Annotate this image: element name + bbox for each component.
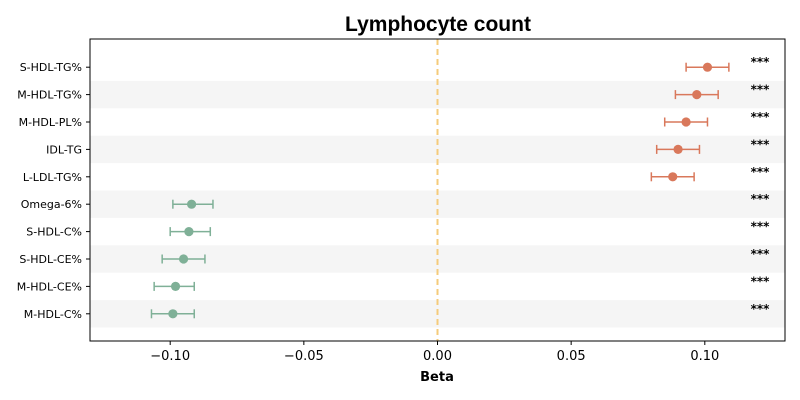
y-tick-label: M-HDL-PL% <box>19 116 82 129</box>
beta-point <box>184 227 194 237</box>
x-axis-label: Beta <box>420 370 454 385</box>
significance-label: *** <box>751 110 771 124</box>
significance-label: *** <box>751 220 771 234</box>
y-tick-label: IDL-TG <box>46 143 82 156</box>
significance-label: *** <box>751 83 771 97</box>
x-tick-label: 0.10 <box>690 349 719 364</box>
significance-label: *** <box>751 274 771 288</box>
y-axis: S-HDL-TG% M-HDL-TG% M-HDL-PL% IDL-TG L-LDL-T… <box>17 61 90 321</box>
y-tick-label: L-LDL-TG% <box>23 171 82 184</box>
x-tick-label: −0.05 <box>284 349 324 364</box>
significance-label: *** <box>751 247 771 261</box>
significance-label: *** <box>751 192 771 206</box>
x-tick-label: 0.05 <box>557 349 586 364</box>
beta-point <box>702 62 713 72</box>
significance-label: *** <box>751 55 771 69</box>
beta-point <box>673 144 683 154</box>
beta-point <box>692 90 702 100</box>
beta-point <box>170 281 181 291</box>
y-tick-label: M-HDL-CE% <box>17 280 82 293</box>
chart-title: Lymphocyte count <box>345 13 531 36</box>
x-tick-label: 0.00 <box>423 349 452 364</box>
x-axis: −0.10 −0.05 0.00 0.05 0.10 <box>150 341 719 364</box>
y-tick-label: S-HDL-TG% <box>20 61 82 74</box>
beta-point <box>668 172 678 182</box>
y-tick-label: M-HDL-TG% <box>17 89 82 102</box>
beta-point <box>178 254 189 264</box>
beta-point <box>681 117 691 127</box>
significance-label: *** <box>751 302 771 316</box>
marks-layer: *** *** *** *** *** *** *** *** *** *** <box>150 55 771 319</box>
significance-label: *** <box>751 165 771 179</box>
y-tick-label: Omega-6% <box>21 198 82 211</box>
y-tick-label: M-HDL-C% <box>24 308 82 321</box>
beta-point <box>186 199 197 209</box>
significance-label: *** <box>751 137 771 151</box>
x-tick-label: −0.10 <box>150 349 190 364</box>
beta-point <box>168 309 178 319</box>
y-tick-label: S-HDL-CE% <box>19 253 82 266</box>
y-tick-label: S-HDL-C% <box>26 226 82 239</box>
